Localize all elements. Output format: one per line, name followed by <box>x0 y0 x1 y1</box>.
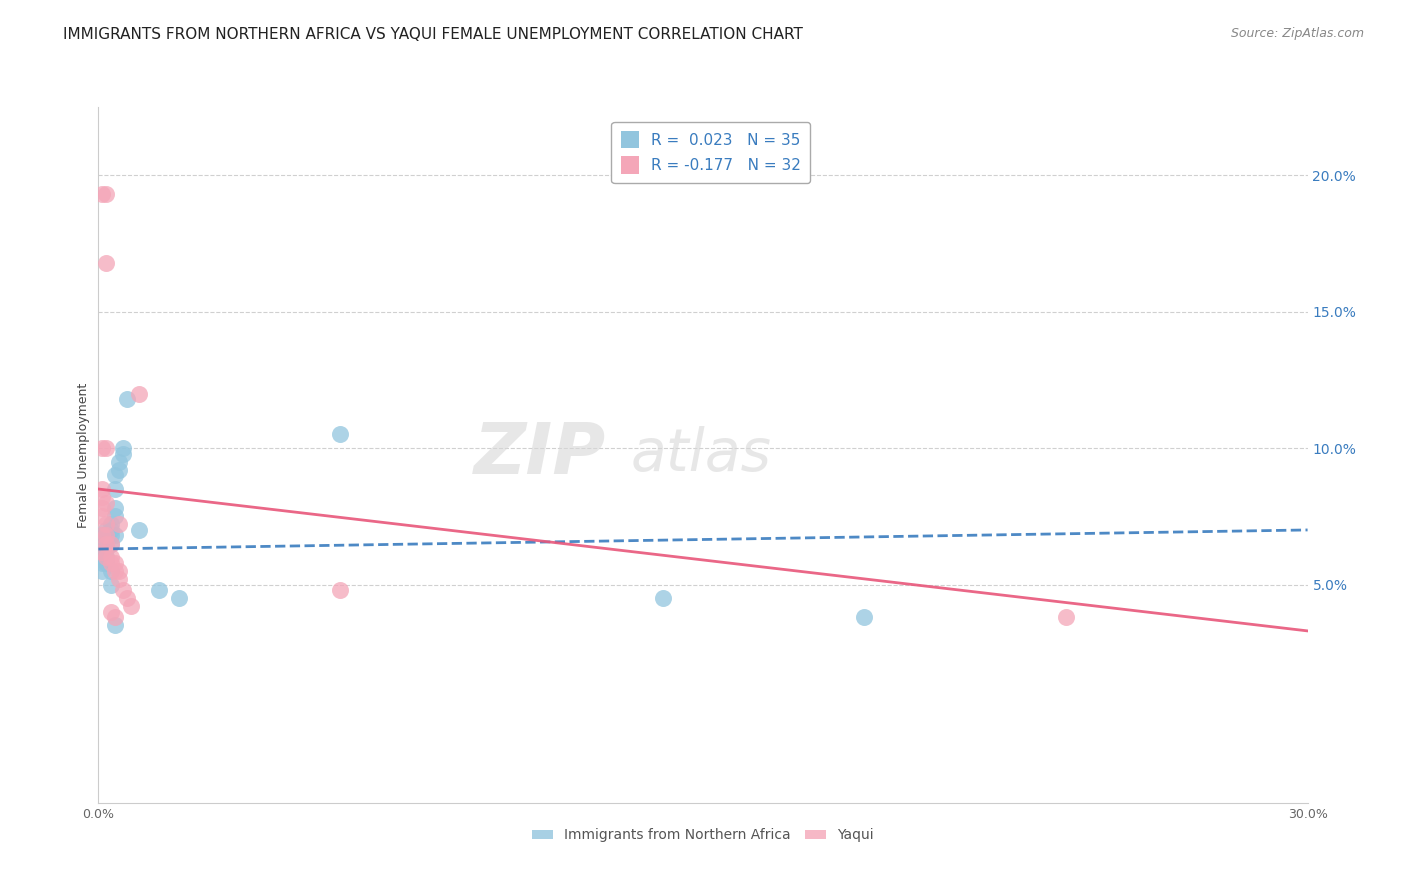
Point <box>115 591 138 606</box>
Point <box>100 556 122 570</box>
Point <box>329 427 352 442</box>
Point <box>96 550 118 565</box>
Point <box>96 441 118 455</box>
Point <box>167 591 190 606</box>
Point <box>91 528 114 542</box>
Legend: Immigrants from Northern Africa, Yaqui: Immigrants from Northern Africa, Yaqui <box>527 823 879 848</box>
Point <box>103 556 125 570</box>
Point <box>100 536 122 550</box>
Point <box>96 556 118 570</box>
Point <box>91 441 114 455</box>
Point <box>91 533 114 548</box>
Text: IMMIGRANTS FROM NORTHERN AFRICA VS YAQUI FEMALE UNEMPLOYMENT CORRELATION CHART: IMMIGRANTS FROM NORTHERN AFRICA VS YAQUI… <box>63 27 803 42</box>
Point <box>96 528 118 542</box>
Point <box>91 550 114 565</box>
Point <box>91 490 114 504</box>
Point <box>91 545 114 559</box>
Point <box>128 523 150 537</box>
Point <box>103 564 125 578</box>
Point <box>111 446 134 460</box>
Point <box>96 528 118 542</box>
Point <box>96 536 118 550</box>
Point <box>128 386 150 401</box>
Point <box>107 463 129 477</box>
Point <box>100 550 122 565</box>
Point <box>96 496 118 510</box>
Point <box>103 501 125 516</box>
Point <box>91 482 114 496</box>
Point <box>148 582 170 597</box>
Point <box>111 441 134 455</box>
Point <box>107 564 129 578</box>
Point <box>100 564 122 578</box>
Point <box>100 605 122 619</box>
Point <box>107 517 129 532</box>
Point <box>853 610 876 624</box>
Point <box>111 582 134 597</box>
Point <box>91 545 114 559</box>
Point <box>103 482 125 496</box>
Point <box>100 577 122 591</box>
Point <box>91 556 114 570</box>
Text: ZIP: ZIP <box>474 420 606 490</box>
Point <box>96 255 118 269</box>
Point <box>91 509 114 524</box>
Point <box>100 528 122 542</box>
Point <box>96 550 118 565</box>
Text: atlas: atlas <box>630 426 772 483</box>
Point <box>96 523 118 537</box>
Point <box>91 187 114 202</box>
Point <box>115 392 138 406</box>
Point <box>103 610 125 624</box>
Point <box>651 591 673 606</box>
Point <box>107 455 129 469</box>
Text: Source: ZipAtlas.com: Source: ZipAtlas.com <box>1230 27 1364 40</box>
Point <box>96 517 118 532</box>
Point <box>96 542 118 557</box>
Y-axis label: Female Unemployment: Female Unemployment <box>77 383 90 527</box>
Point <box>103 528 125 542</box>
Point <box>120 599 142 614</box>
Point <box>100 517 122 532</box>
Point <box>1054 610 1077 624</box>
Point <box>91 501 114 516</box>
Point <box>91 564 114 578</box>
Point <box>103 618 125 632</box>
Point <box>107 572 129 586</box>
Point <box>103 509 125 524</box>
Point <box>329 582 352 597</box>
Point <box>100 523 122 537</box>
Point <box>96 187 118 202</box>
Point <box>96 536 118 550</box>
Point <box>100 536 122 550</box>
Point <box>91 528 114 542</box>
Point <box>103 468 125 483</box>
